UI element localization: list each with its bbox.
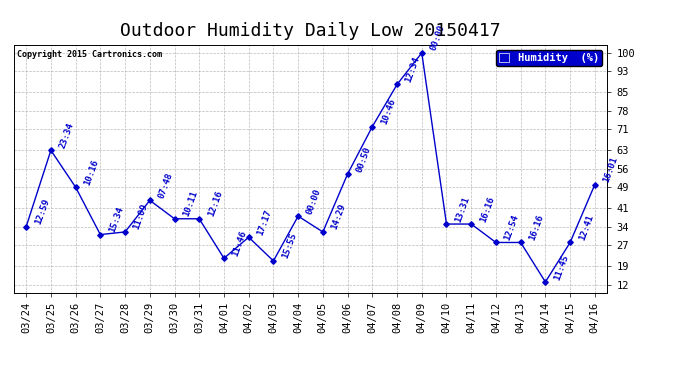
Text: 00:00: 00:00 <box>305 187 323 215</box>
Text: 14:29: 14:29 <box>330 203 348 231</box>
Text: 11:46: 11:46 <box>231 229 248 258</box>
Text: 12:34: 12:34 <box>404 56 422 84</box>
Text: 07:48: 07:48 <box>157 171 175 200</box>
Text: 16:16: 16:16 <box>478 195 496 223</box>
Text: 23:34: 23:34 <box>58 121 75 150</box>
Text: 11:45: 11:45 <box>552 253 570 281</box>
Text: 10:11: 10:11 <box>181 190 199 218</box>
Text: 16:16: 16:16 <box>528 213 545 242</box>
Text: 16:01: 16:01 <box>602 156 620 184</box>
Text: 00:00: 00:00 <box>428 24 446 52</box>
Text: 12:41: 12:41 <box>577 213 595 242</box>
Text: 15:55: 15:55 <box>280 232 298 260</box>
Text: 12:16: 12:16 <box>206 190 224 218</box>
Text: Copyright 2015 Cartronics.com: Copyright 2015 Cartronics.com <box>17 50 161 59</box>
Legend: Humidity  (%): Humidity (%) <box>495 50 602 66</box>
Text: 15:34: 15:34 <box>107 206 125 234</box>
Text: 12:54: 12:54 <box>503 213 520 242</box>
Text: 11:09: 11:09 <box>132 203 150 231</box>
Text: 17:17: 17:17 <box>255 208 273 236</box>
Text: 10:16: 10:16 <box>83 158 100 186</box>
Text: 12:59: 12:59 <box>33 198 51 226</box>
Text: 13:31: 13:31 <box>453 195 471 223</box>
Text: Outdoor Humidity Daily Low 20150417: Outdoor Humidity Daily Low 20150417 <box>120 22 501 40</box>
Text: 10:46: 10:46 <box>380 98 397 126</box>
Text: 00:50: 00:50 <box>355 145 372 173</box>
